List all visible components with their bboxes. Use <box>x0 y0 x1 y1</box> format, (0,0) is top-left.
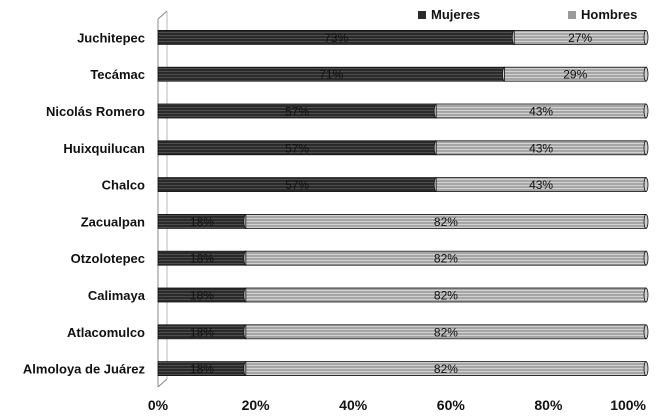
bars <box>157 29 649 377</box>
x-tick-label: 0% <box>148 397 169 413</box>
data-label: 82% <box>434 289 458 303</box>
bar-end-cap <box>643 30 649 45</box>
data-label: 57% <box>285 178 309 192</box>
x-tick-label: 100% <box>610 397 646 413</box>
x-tick-label: 80% <box>534 397 563 413</box>
category-label: Calimaya <box>88 288 146 303</box>
bar-end-cap <box>643 250 649 266</box>
category-label: Atlacomulco <box>67 325 145 340</box>
x-tick-label: 60% <box>437 397 466 413</box>
data-label: 18% <box>190 252 214 266</box>
bar-end-cap <box>643 140 649 156</box>
legend-label-hombres: Hombres <box>581 7 637 22</box>
data-label: 27% <box>568 31 592 45</box>
data-label: 43% <box>529 178 553 192</box>
bar-end-cap <box>643 287 649 303</box>
bar-end-cap <box>643 361 649 377</box>
data-label: 18% <box>190 289 214 303</box>
legend-label-mujeres: Mujeres <box>431 7 480 22</box>
x-tick-label: 20% <box>242 397 271 413</box>
data-label: 18% <box>190 215 214 229</box>
category-label: Nicolás Romero <box>46 104 145 119</box>
data-label: 82% <box>434 252 458 266</box>
data-label: 18% <box>190 362 214 376</box>
data-label: 71% <box>319 68 343 82</box>
labels: 0% 20% 40% 60% 80% 100% Juchitepec 73% 27% Tecáma… <box>23 30 647 413</box>
axis-wall-top <box>157 10 168 20</box>
data-label: 73% <box>324 31 348 45</box>
bar-end-cap <box>643 177 649 193</box>
category-label: Zacualpan <box>81 214 145 229</box>
data-label: 29% <box>563 68 587 82</box>
data-label: 18% <box>190 325 214 339</box>
bar-end-cap <box>643 213 649 229</box>
axis-wall-bottom <box>157 378 168 388</box>
data-label: 43% <box>529 105 553 119</box>
bar-end-cap <box>643 66 649 82</box>
data-label: 43% <box>529 141 553 155</box>
legend-swatch-hombres <box>568 11 576 19</box>
data-label: 82% <box>434 362 458 376</box>
legend-swatch-mujeres <box>418 11 426 19</box>
data-label: 82% <box>434 325 458 339</box>
data-label: 57% <box>285 105 309 119</box>
legend: Mujeres Hombres <box>418 7 637 22</box>
bar-end-cap <box>643 103 649 119</box>
category-label: Chalco <box>102 178 145 193</box>
category-label: Almoloya de Juárez <box>23 362 146 377</box>
category-label: Huixquilucan <box>63 141 145 156</box>
data-label: 82% <box>434 215 458 229</box>
bar-end-cap <box>643 324 649 340</box>
x-tick-label: 40% <box>339 397 368 413</box>
category-label: Juchitepec <box>77 30 145 45</box>
category-label: Otzolotepec <box>71 251 145 266</box>
data-label: 57% <box>285 141 309 155</box>
category-label: Tecámac <box>90 67 145 82</box>
